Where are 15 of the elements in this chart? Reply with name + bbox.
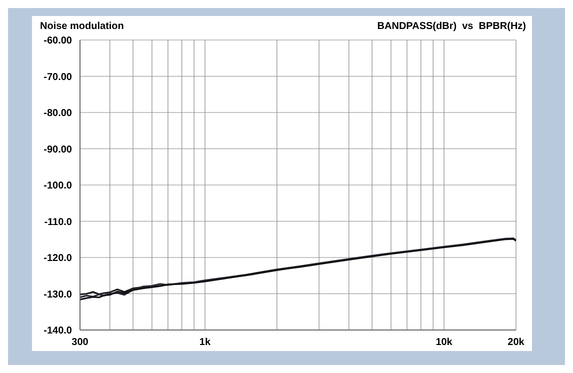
x-tick-label: 1k — [199, 337, 211, 348]
y-tick-label: -130.0 — [44, 289, 72, 300]
chart-title: Noise modulation — [40, 21, 124, 32]
x-tick-label: 300 — [72, 337, 89, 348]
y-tick-label: -60.00 — [44, 36, 72, 47]
y-tick-label: -80.00 — [44, 108, 72, 120]
y-tick-label: -110.0 — [44, 216, 72, 228]
x-tick-label: 10k — [436, 337, 453, 348]
y-tick-label: -120.0 — [44, 253, 72, 264]
y-tick-label: -100.0 — [44, 180, 72, 192]
x-tick-label: 20k — [508, 337, 525, 348]
y-tick-label: -90.00 — [44, 144, 72, 156]
y-tick-label: -70.00 — [44, 72, 72, 83]
chart-subtitle: BANDPASS(dBr) vs BPBR(Hz) — [377, 21, 526, 32]
y-tick-label: -140.0 — [44, 326, 72, 337]
